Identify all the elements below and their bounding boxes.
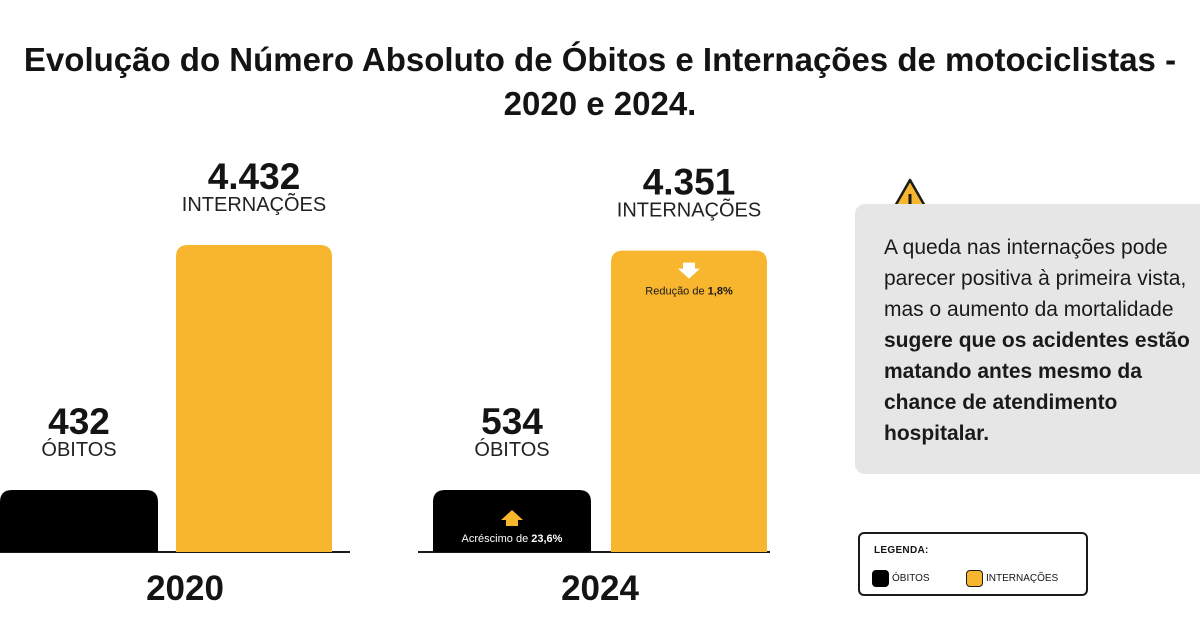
bar-sublabel-obitos-2024: ÓBITOS bbox=[474, 438, 549, 461]
legend-title: LEGENDA: bbox=[874, 545, 929, 556]
bar-value-obitos-2024: 534 bbox=[481, 401, 543, 442]
note-box bbox=[855, 204, 1200, 474]
legend-swatch-internacoes bbox=[966, 570, 983, 587]
bar-sublabel-internacoes-2024: INTERNAÇÕES bbox=[617, 198, 761, 222]
bar-internacoes-2020 bbox=[176, 245, 332, 552]
category-label-2024: 2024 bbox=[561, 569, 639, 608]
bar-sublabel-obitos-2020: ÓBITOS bbox=[41, 438, 116, 461]
legend-label-obitos: ÓBITOS bbox=[892, 573, 930, 584]
bar-sublabel-internacoes-2020: INTERNAÇÕES bbox=[182, 192, 326, 216]
note-text-bold: sugere que os acidentes estão matando an… bbox=[884, 329, 1190, 445]
note-text: A queda nas internações pode parecer pos… bbox=[884, 232, 1196, 449]
legend-item-obitos: ÓBITOS bbox=[872, 570, 930, 587]
annotation-internacoes-2024: Redução de 1,8% bbox=[645, 286, 733, 298]
legend-label-internacoes: INTERNAÇÕES bbox=[986, 573, 1059, 584]
annotation-arrow-internacoes-2024 bbox=[678, 262, 700, 279]
category-label-2020: 2020 bbox=[146, 569, 224, 608]
bar-value-obitos-2020: 432 bbox=[48, 401, 110, 442]
legend: LEGENDA: ÓBITOS INTERNAÇÕES bbox=[858, 532, 1088, 596]
note-text-regular: A queda nas internações pode parecer pos… bbox=[884, 236, 1187, 321]
chart-title: Evolução do Número Absoluto de Óbitos e … bbox=[23, 41, 1177, 122]
legend-swatch-obitos bbox=[872, 570, 889, 587]
bar-internacoes-2024 bbox=[611, 250, 767, 552]
annotation-obitos-2024: Acréscimo de 23,6% bbox=[462, 533, 563, 545]
bar-value-internacoes-2020: 4.432 bbox=[208, 156, 301, 197]
bar-obitos-2020 bbox=[0, 490, 158, 552]
bar-value-internacoes-2024: 4.351 bbox=[643, 162, 736, 203]
annotation-arrow-obitos-2024 bbox=[501, 510, 523, 526]
legend-item-internacoes: INTERNAÇÕES bbox=[966, 570, 1058, 587]
